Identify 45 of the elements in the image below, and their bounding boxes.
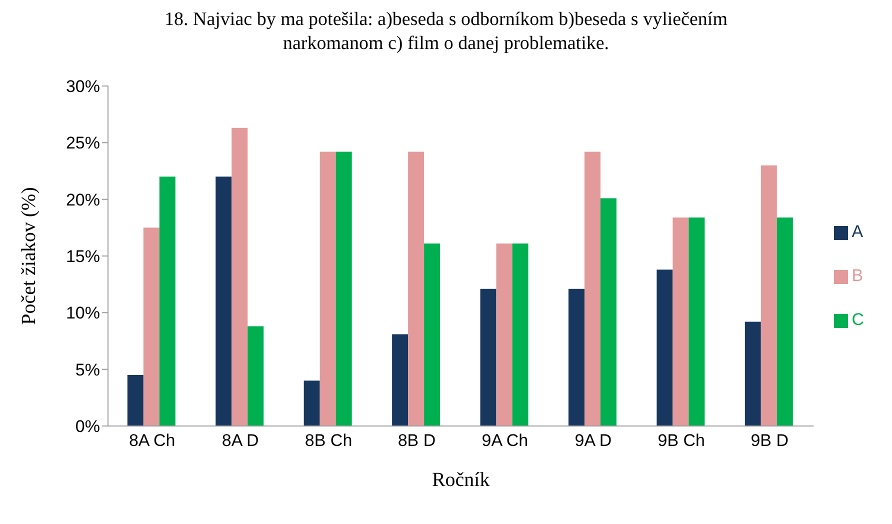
x-tick-label: 9B Ch xyxy=(658,431,706,450)
bar xyxy=(600,198,616,426)
bar xyxy=(127,375,144,426)
bar xyxy=(760,165,777,426)
x-tick-label: 9B D xyxy=(750,431,789,450)
bar xyxy=(392,334,408,426)
bar xyxy=(744,322,761,426)
bar xyxy=(568,288,584,426)
legend-label: A xyxy=(852,222,864,241)
chart-title: 18. Najviac by ma potešila: a)beseda s odborníkom b)beseda s vyliečením narkomanom c) film o danej problematike. xyxy=(164,8,728,56)
x-tick-label: 8A Ch xyxy=(128,431,176,450)
bar xyxy=(496,244,512,426)
bar xyxy=(776,217,793,426)
bar xyxy=(159,176,176,426)
bar xyxy=(688,217,705,426)
bar xyxy=(672,217,689,426)
bar xyxy=(336,152,352,426)
y-tick-label: 10% xyxy=(66,304,100,323)
x-tick-label: 8B D xyxy=(398,431,436,450)
y-tick-label: 15% xyxy=(66,247,100,266)
y-tick-label: 0% xyxy=(75,417,100,436)
bar xyxy=(656,270,673,426)
y-tick-label: 20% xyxy=(66,190,100,210)
x-tick-label: 9A Ch xyxy=(482,431,528,450)
bar xyxy=(408,152,424,426)
x-axis-title: Ročník xyxy=(432,469,490,491)
bar xyxy=(304,380,320,426)
y-tick-label: 5% xyxy=(75,360,100,380)
bar xyxy=(480,288,496,426)
bar xyxy=(216,176,232,426)
bar xyxy=(424,244,440,426)
bar xyxy=(584,152,600,426)
legend-label: B xyxy=(852,266,864,285)
x-tick-label: 8A D xyxy=(222,431,259,450)
legend-label: C xyxy=(852,310,864,329)
bar xyxy=(512,244,528,426)
bar xyxy=(320,152,336,426)
bar xyxy=(232,128,248,426)
x-tick-label: 8B Ch xyxy=(304,431,352,450)
y-tick-label: 25% xyxy=(66,134,100,153)
bar xyxy=(248,326,264,426)
y-tick-label: 30% xyxy=(66,77,100,96)
x-tick-label: 9A D xyxy=(574,431,612,450)
bar xyxy=(143,228,160,426)
y-axis-title: Počet žiakov (%) xyxy=(18,187,40,325)
